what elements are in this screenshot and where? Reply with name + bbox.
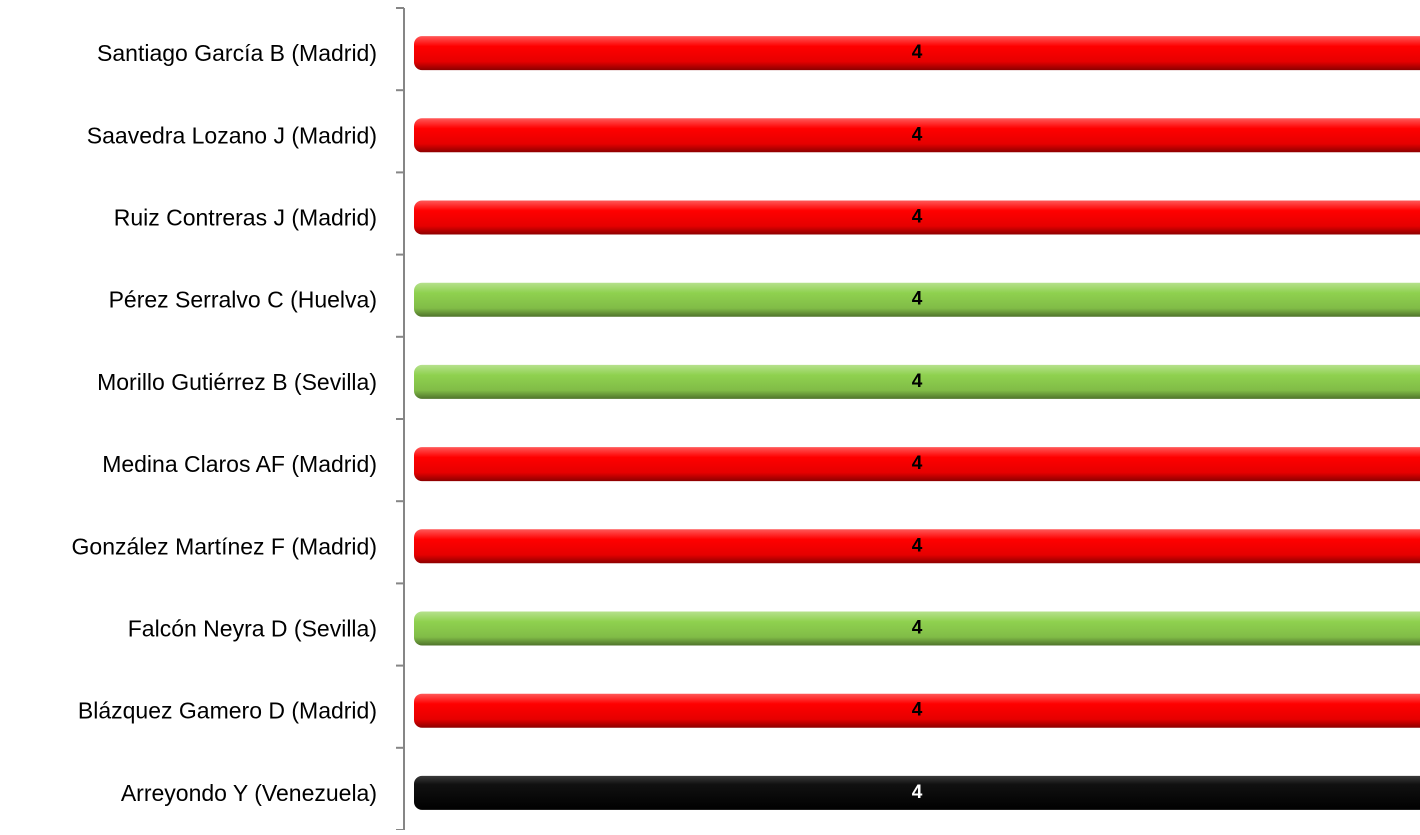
data-label: 4 xyxy=(912,207,923,228)
category-label: Blázquez Gamero D (Madrid) xyxy=(78,698,377,724)
category-label: Morillo Gutiérrez B (Sevilla) xyxy=(97,369,377,395)
data-label: 4 xyxy=(912,453,923,474)
data-label: 4 xyxy=(912,535,923,556)
category-label: Saavedra Lozano J (Madrid) xyxy=(87,122,377,148)
category-label: Falcón Neyra D (Sevilla) xyxy=(128,616,377,642)
category-label: Ruiz Contreras J (Madrid) xyxy=(114,205,377,231)
y-axis xyxy=(396,7,405,831)
bar xyxy=(414,611,1420,646)
data-label: 4 xyxy=(912,42,923,63)
bar xyxy=(414,447,1420,482)
data-label: 4 xyxy=(912,700,923,721)
category-label: Santiago García B (Madrid) xyxy=(97,40,377,66)
data-label: 4 xyxy=(912,618,923,639)
category-label: Arreyondo Y (Venezuela) xyxy=(121,780,377,806)
category-label: Pérez Serralvo C (Huelva) xyxy=(109,287,377,313)
bar xyxy=(414,118,1420,153)
category-labels: Santiago García B (Madrid) Saavedra Lozan… xyxy=(72,40,377,806)
bar xyxy=(414,775,1420,810)
bar xyxy=(414,364,1420,399)
bar xyxy=(414,693,1420,728)
bar xyxy=(414,529,1420,564)
data-label: 4 xyxy=(912,371,923,392)
bar xyxy=(414,200,1420,235)
data-label: 4 xyxy=(912,289,923,310)
bars: 4 4 4 4 4 4 4 4 4 4 xyxy=(414,36,1420,810)
category-label: Medina Claros AF (Madrid) xyxy=(102,451,377,477)
data-label: 4 xyxy=(912,124,923,145)
bar xyxy=(414,36,1420,71)
category-label: González Martínez F (Madrid) xyxy=(72,533,377,559)
bar xyxy=(414,282,1420,317)
data-label: 4 xyxy=(912,782,923,803)
